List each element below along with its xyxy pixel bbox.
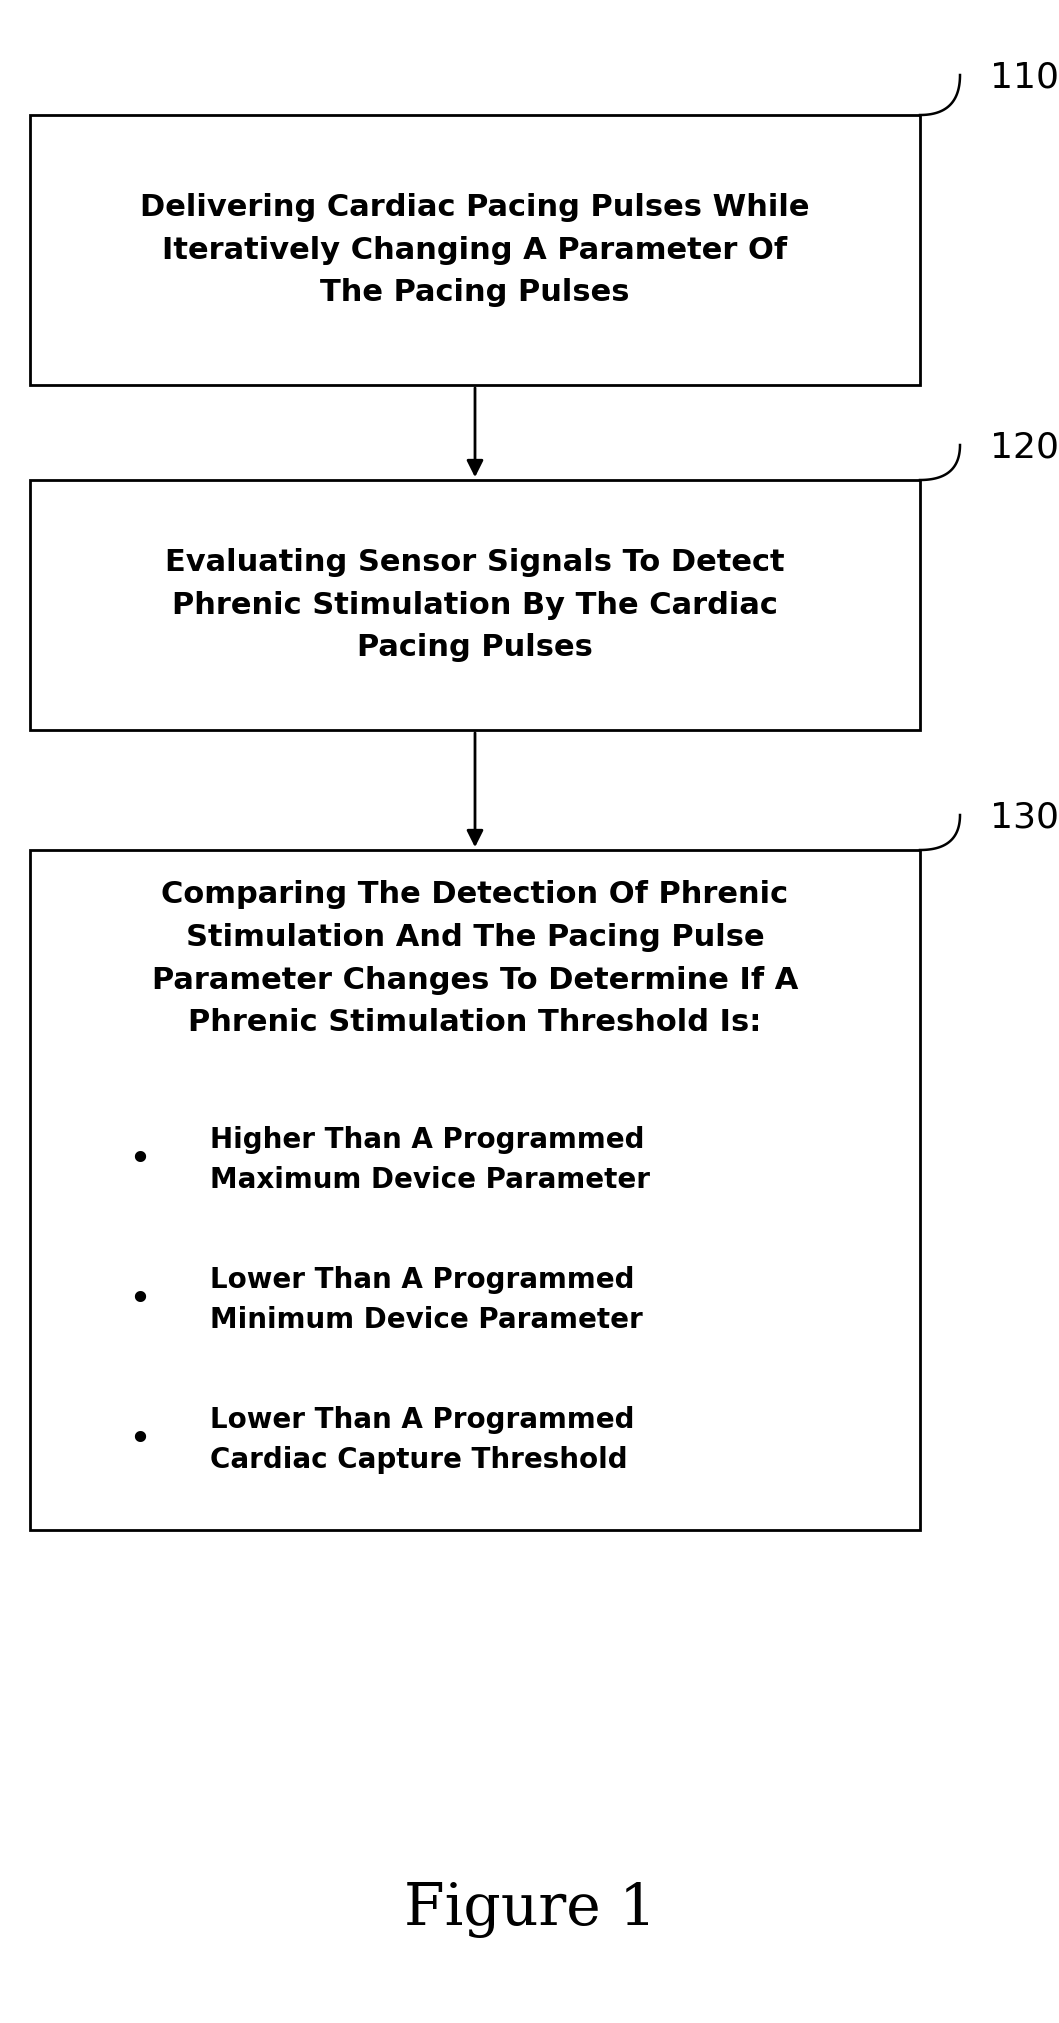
Text: 120: 120	[990, 431, 1059, 463]
Bar	[30, 115, 920, 384]
Text: 130: 130	[990, 799, 1059, 833]
Text: •: •	[128, 1141, 151, 1179]
Text: Figure 1: Figure 1	[403, 1881, 657, 1938]
Text: 110: 110	[990, 61, 1059, 93]
Text: Evaluating Sensor Signals To Detect
Phrenic Stimulation By The Cardiac
Pacing Pu: Evaluating Sensor Signals To Detect Phre…	[165, 548, 785, 662]
Text: Lower Than A Programmed
Minimum Device Parameter: Lower Than A Programmed Minimum Device P…	[210, 1266, 643, 1333]
Text: Higher Than A Programmed
Maximum Device Parameter: Higher Than A Programmed Maximum Device …	[210, 1127, 650, 1194]
Text: •: •	[128, 1281, 151, 1319]
Text: Delivering Cardiac Pacing Pulses While
Iteratively Changing A Parameter Of
The P: Delivering Cardiac Pacing Pulses While I…	[140, 192, 810, 307]
Text: Comparing The Detection Of Phrenic
Stimulation And The Pacing Pulse
Parameter Ch: Comparing The Detection Of Phrenic Stimu…	[151, 880, 798, 1038]
Bar	[30, 850, 920, 1529]
Text: •: •	[128, 1420, 151, 1459]
Text: Lower Than A Programmed
Cardiac Capture Threshold: Lower Than A Programmed Cardiac Capture …	[210, 1406, 634, 1473]
Bar	[30, 479, 920, 730]
